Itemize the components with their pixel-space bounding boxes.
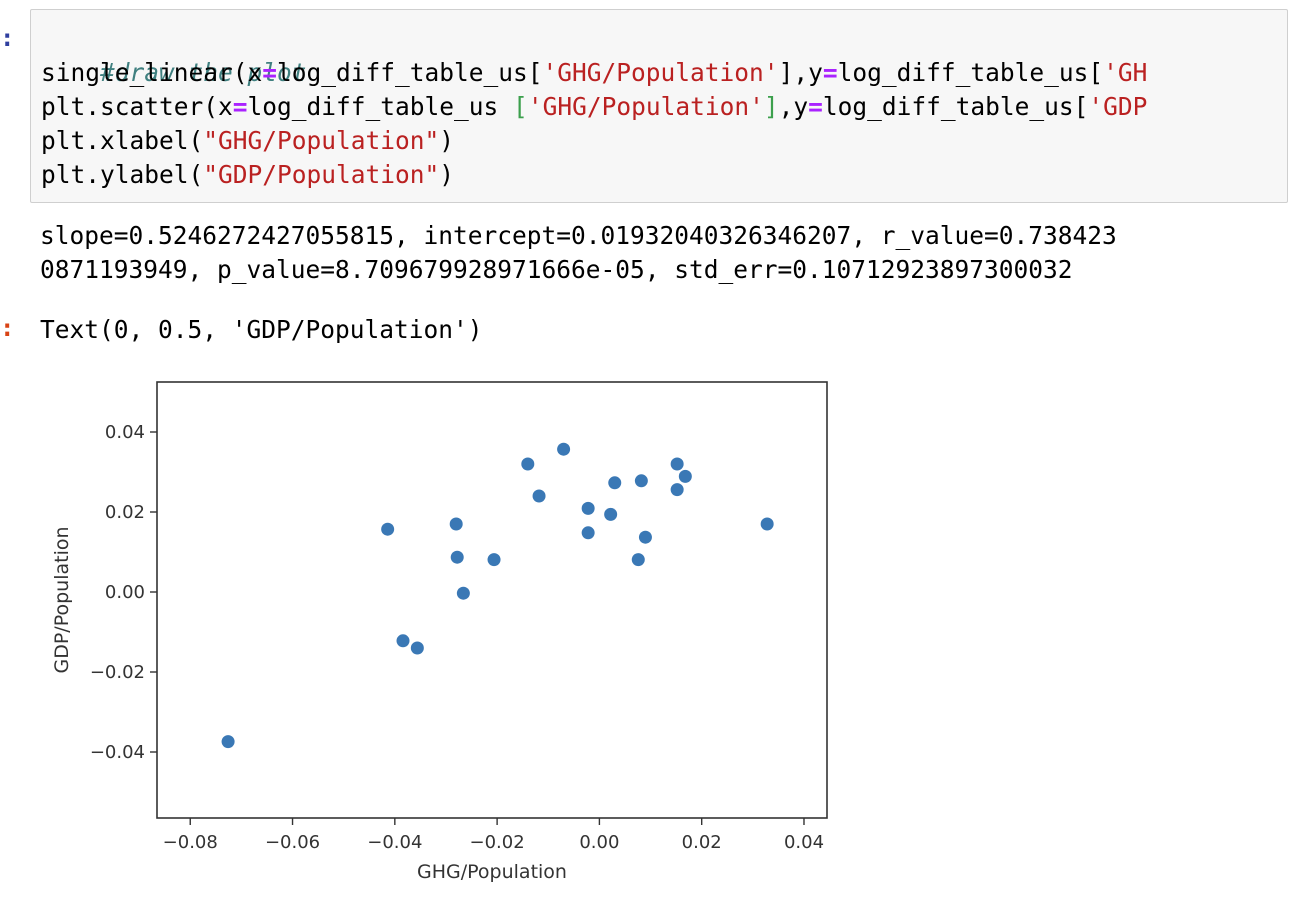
scatter-point xyxy=(532,489,546,503)
code-token: plt.xlabel( xyxy=(41,126,204,155)
scatter-point xyxy=(381,522,395,536)
code-token-bracket: [ xyxy=(513,92,528,121)
code-token: plt.ylabel( xyxy=(41,160,204,189)
code-cell-input[interactable]: #draw the plot single_linear(x=log_diff_… xyxy=(30,9,1288,203)
scatter-point xyxy=(456,586,470,600)
scatter-point xyxy=(604,507,618,521)
code-token: log_diff_table_us[ xyxy=(822,92,1089,121)
code-comment: #draw the plot xyxy=(100,58,307,87)
code-token-operator: = xyxy=(822,58,838,87)
code-token-string: 'GHG/Population' xyxy=(542,58,779,87)
code-token-string: "GHG/Population" xyxy=(203,126,440,155)
code-token: log_diff_table_us[ xyxy=(837,58,1104,87)
code-token-string: 'GHG/Population' xyxy=(527,92,764,121)
scatter-point xyxy=(631,553,645,567)
stdout-line-1: slope=0.5246272427055815, intercept=0.01… xyxy=(40,221,1117,250)
code-token: ) xyxy=(439,160,455,189)
plot-area xyxy=(156,381,828,819)
y-axis: −0.04 −0.02 0.00 0.02 0.04 xyxy=(90,422,157,763)
x-tick-label: 0.02 xyxy=(682,832,722,853)
code-token-operator: = xyxy=(808,92,823,121)
y-tick-label: 0.00 xyxy=(105,582,145,603)
scatter-point xyxy=(581,501,595,515)
input-prompt: : xyxy=(0,24,15,52)
code-token: log_diff_table_us[ xyxy=(277,58,543,87)
code-line-4: plt.ylabel("GDP/Population") xyxy=(41,158,454,192)
code-token: single_linear(x xyxy=(41,58,263,87)
scatter-point xyxy=(670,457,684,471)
y-tick-label: 0.04 xyxy=(105,422,145,443)
x-axis: −0.08 −0.06 −0.04 −0.02 0.00 0.02 0.04 xyxy=(163,818,824,853)
code-token-string: 'GH xyxy=(1103,58,1148,87)
code-token: plt.scatter(x xyxy=(41,92,233,121)
scatter-point xyxy=(670,483,684,497)
scatter-series xyxy=(221,442,774,749)
x-tick-label: −0.04 xyxy=(367,832,422,853)
scatter-chart: −0.08 −0.06 −0.04 −0.02 0.00 0.02 0.04 −0.04−0… xyxy=(51,381,828,883)
scatter-point xyxy=(521,457,535,471)
scatter-point xyxy=(678,469,692,483)
code-token: ],y xyxy=(778,58,823,87)
code-line-comment: #draw the plot xyxy=(41,22,307,124)
scatter-point xyxy=(581,526,595,540)
scatter-point xyxy=(487,553,501,567)
scatter-point xyxy=(450,550,464,564)
x-tick-label: −0.08 xyxy=(163,832,218,853)
y-tick-label: −0.04 xyxy=(90,742,145,763)
code-token: ,y xyxy=(778,92,809,121)
scatter-point xyxy=(396,634,410,648)
scatter-point xyxy=(760,517,774,531)
code-token-operator: = xyxy=(262,58,278,87)
output-prompt: : xyxy=(0,314,15,342)
scatter-point xyxy=(608,476,622,490)
y-axis-label: GDP/Population xyxy=(51,526,73,673)
code-line-3: plt.xlabel("GHG/Population") xyxy=(41,124,454,158)
output-result-text: Text(0, 0.5, 'GDP/Population') xyxy=(40,315,483,344)
code-token: ) xyxy=(439,126,455,155)
y-tick-label: −0.02 xyxy=(90,662,145,683)
x-axis-label: GHG/Population xyxy=(417,861,567,883)
x-tick-label: −0.06 xyxy=(265,832,320,853)
scatter-point xyxy=(410,641,424,655)
scatter-point xyxy=(557,442,571,456)
scatter-point xyxy=(449,517,463,531)
x-tick-label: −0.02 xyxy=(470,832,525,853)
scatter-point xyxy=(638,530,652,544)
code-line-1: single_linear(x=log_diff_table_us['GHG/P… xyxy=(41,56,1147,90)
scatter-point xyxy=(634,474,648,488)
x-tick-label: 0.00 xyxy=(579,832,619,853)
code-token-string: 'GDP xyxy=(1088,92,1148,121)
code-token-operator: = xyxy=(232,92,248,121)
code-token-bracket: ] xyxy=(763,92,779,121)
code-line-2: plt.scatter(x=log_diff_table_us ['GHG/Po… xyxy=(41,90,1147,124)
y-tick-label: 0.02 xyxy=(105,502,145,523)
x-tick-label: 0.04 xyxy=(784,832,824,853)
stdout-line-2: 0871193949, p_value=8.709679928971666e-0… xyxy=(40,255,1073,284)
code-token-string: "GDP/Population" xyxy=(203,160,440,189)
scatter-point xyxy=(221,735,235,749)
code-token: log_diff_table_us xyxy=(247,92,514,121)
